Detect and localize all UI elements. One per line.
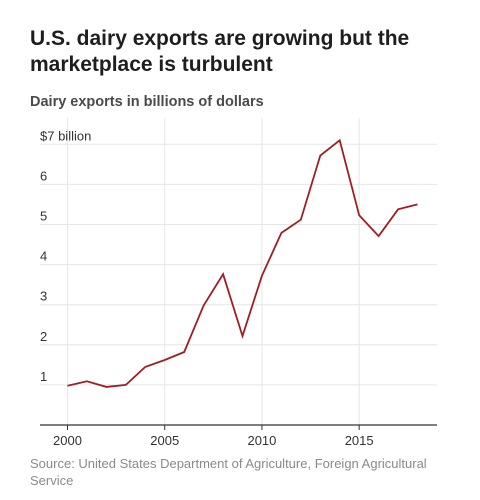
chart-title: U.S. dairy exports are growing but the m… [30,27,410,76]
data-point-2014 [339,139,341,141]
x-tick-label-2015: 2015 [345,433,374,448]
y-tick-label-1: 1 [40,369,47,384]
data-point-2017 [397,208,399,210]
y-tick-label-7: $7 billion [40,128,91,143]
data-point-2016 [378,235,380,237]
x-tick-label-2005: 2005 [150,433,179,448]
data-point-2003 [125,384,127,386]
data-point-2011 [280,232,282,234]
x-axis-labels: 2000 2005 2010 2015 [53,433,374,448]
data-point-2004 [144,366,146,368]
y-tick-label-4: 4 [40,249,47,264]
y-tick-label-5: 5 [40,209,47,224]
data-point-2015 [358,214,360,216]
y-tick-label-2: 2 [40,329,47,344]
dairy-exports-line [67,138,418,388]
data-point-2010 [261,275,263,277]
data-point-2013 [319,155,321,157]
data-point-2007 [203,305,205,307]
data-point-2012 [300,219,302,221]
data-point-2006 [183,351,185,353]
horizontal-gridlines [40,143,437,386]
x-tick-label-2010: 2010 [247,433,276,448]
data-point-2008 [222,273,224,275]
data-point-2001 [86,380,88,382]
y-axis-labels: 1 2 3 4 5 6 $7 billion [40,128,91,384]
vertical-gridlines [67,118,360,425]
data-point-2000 [67,385,69,387]
y-tick-label-6: 6 [40,168,47,183]
chart-subtitle: Dairy exports in billions of dollars [30,94,264,110]
data-points [67,139,419,388]
data-point-2009 [242,335,244,337]
source-note: Source: United States Department of Agri… [30,456,427,488]
y-tick-label-3: 3 [40,289,47,304]
x-tick-label-2000: 2000 [53,433,82,448]
data-point-2018 [417,203,419,205]
data-point-2002 [105,386,107,388]
data-point-2005 [164,359,166,361]
x-axis-ticks [67,425,360,430]
